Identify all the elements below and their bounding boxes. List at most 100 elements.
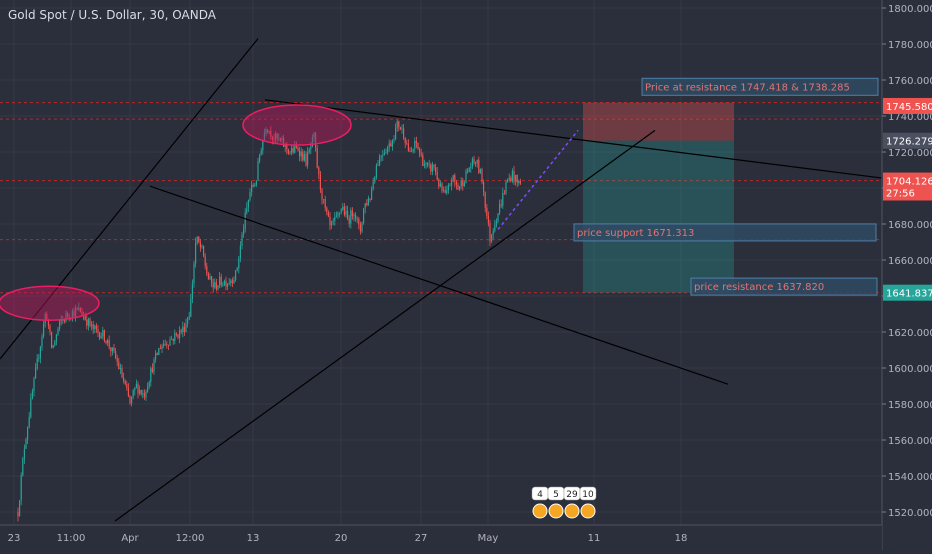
candle-body: [148, 381, 150, 388]
candle-body: [332, 220, 334, 222]
candle-body: [78, 307, 80, 310]
candle-body: [295, 145, 297, 148]
candle-body: [289, 152, 291, 154]
candle-body: [153, 359, 155, 372]
candle-body: [343, 206, 345, 215]
price-tick-label: 1740.000: [888, 112, 932, 123]
candle-body: [395, 127, 397, 140]
candle-body: [219, 276, 221, 286]
annotation-box: [573, 223, 877, 242]
event-icon: [564, 503, 580, 519]
candle-body: [201, 245, 203, 248]
candle-body: [25, 439, 27, 449]
candle-body: [81, 311, 83, 316]
candle-body: [137, 384, 139, 394]
candle-body: [487, 215, 489, 224]
candle-body: [108, 340, 110, 348]
candle-body: [350, 210, 352, 224]
price-label: 1726.279: [886, 137, 932, 148]
candle-body: [435, 167, 437, 173]
candle-body: [183, 326, 185, 333]
candle-body: [283, 138, 285, 147]
candle-body: [86, 319, 88, 326]
candle-body: [417, 143, 419, 149]
candle-body: [206, 266, 208, 274]
candle-body: [337, 213, 339, 216]
candle-body: [345, 210, 347, 215]
candle-body: [497, 213, 499, 222]
candle-body: [391, 140, 393, 147]
candle-body: [319, 174, 321, 190]
candle-body: [367, 198, 369, 206]
candle-body: [260, 150, 262, 156]
candle-body: [225, 280, 227, 287]
candle-body: [196, 236, 198, 243]
candle-body: [222, 284, 224, 286]
candle-body: [262, 140, 264, 151]
time-tick-label: 12:00: [176, 533, 205, 544]
candle-body: [303, 154, 305, 161]
candle-body: [377, 165, 379, 167]
candle-body: [299, 150, 301, 157]
candle-body: [510, 177, 512, 181]
candle-body: [292, 147, 294, 153]
candle-body: [307, 152, 309, 166]
candle-body: [33, 378, 35, 392]
candle-body: [347, 210, 349, 219]
candle-body: [286, 143, 288, 150]
candle-body: [102, 330, 104, 337]
candle-body: [276, 133, 278, 139]
candle-body: [430, 164, 432, 172]
candle-body: [89, 318, 91, 326]
annotation-text: price support 1671.313: [577, 228, 694, 239]
candle-body: [217, 285, 219, 289]
candle-body: [268, 131, 270, 133]
candle-body: [383, 152, 385, 155]
candle-body: [100, 336, 102, 339]
time-tick-label: 13: [247, 533, 260, 544]
candle-body: [321, 189, 323, 200]
candle-body: [366, 203, 368, 206]
candle-body: [420, 153, 422, 155]
candle-body: [451, 180, 453, 186]
candle-body: [351, 210, 353, 217]
candle-body: [223, 280, 225, 285]
candle-body: [278, 138, 280, 140]
candle-body: [212, 282, 214, 288]
candle-body: [254, 184, 256, 187]
candle-body: [267, 129, 269, 133]
candle-body: [422, 154, 424, 166]
price-label-bg: [883, 184, 932, 201]
candle-body: [20, 475, 22, 501]
candle-body: [177, 334, 179, 338]
candle-body: [180, 330, 182, 332]
candle-body: [489, 223, 491, 242]
price-scale: 1800.000 1780.000 1760.000 1740.000 1720.000…: [881, 0, 932, 550]
candle-body: [118, 361, 120, 370]
candle-body: [46, 314, 48, 320]
time-tick-label: 20: [335, 533, 348, 544]
horizontal-levels: [0, 102, 882, 294]
candle-body: [211, 276, 213, 283]
candle-body: [158, 348, 160, 356]
candle-body: [44, 314, 46, 324]
candle-body: [107, 340, 109, 344]
candle-body: [353, 214, 355, 217]
price-tick-label: 1600.000: [888, 364, 932, 375]
candle-body: [287, 149, 289, 154]
candle-body: [372, 181, 374, 189]
candle-body: [457, 184, 459, 190]
candle-body: [329, 216, 331, 226]
candle-body: [236, 268, 238, 271]
candle-body: [67, 313, 69, 316]
candle-body: [311, 137, 313, 147]
candle-body: [155, 353, 157, 360]
candle-body: [436, 172, 438, 180]
candle-body: [471, 158, 473, 167]
candle-body: [161, 346, 163, 349]
candle-body: [91, 324, 93, 326]
candle-body: [52, 345, 54, 348]
candle-body: [59, 320, 61, 329]
